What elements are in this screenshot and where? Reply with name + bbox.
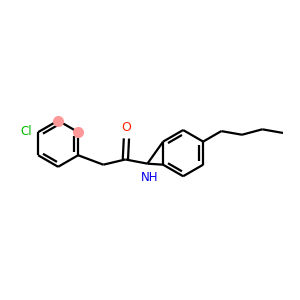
Text: NH: NH	[141, 171, 158, 184]
Text: Cl: Cl	[20, 125, 32, 138]
Text: O: O	[122, 121, 131, 134]
